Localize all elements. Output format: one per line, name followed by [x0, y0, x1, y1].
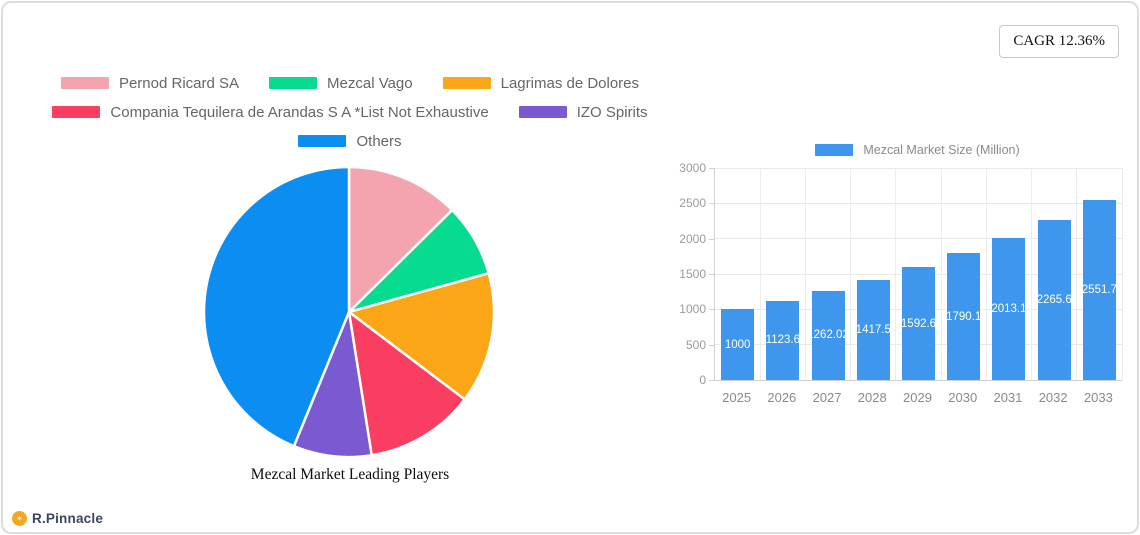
y-axis-tick-label: 2500 [679, 196, 706, 211]
pie-legend: Pernod Ricard SA Mezcal Vago Lagrimas de D… [0, 72, 700, 152]
gridline-vertical [985, 168, 987, 380]
x-axis-tick-label: 2028 [857, 390, 887, 405]
gridline-vertical [1031, 168, 1033, 380]
x-axis-tick-label: 2033 [1083, 390, 1113, 405]
legend-label: Others [356, 132, 402, 150]
gridline-horizontal [715, 202, 1122, 204]
bar-value-label: 1000 [724, 338, 751, 351]
bar-chart-y-axis-labels: 0 500 1000 1500 2000 2500 3000 [670, 161, 706, 387]
y-axis-tick-label: 1500 [679, 267, 706, 281]
bar-2025[interactable]: 1000 [721, 309, 755, 380]
bar-2029[interactable]: 1592.6 [900, 267, 937, 380]
y-axis-tick-mark [709, 309, 714, 311]
bar-legend-label: Mezcal Market Size (Million) [863, 143, 1020, 157]
x-axis-tick-label: 2031 [993, 390, 1023, 405]
gridline-horizontal [715, 167, 1122, 169]
gridline-vertical [1076, 168, 1078, 380]
legend-item-mezcal-vago[interactable]: Mezcal Vago [269, 75, 413, 92]
y-axis-tick-label: 2000 [679, 231, 706, 246]
bar-value-label: 2551.7 [1081, 283, 1117, 296]
x-axis-tick-label: 2029 [903, 390, 932, 405]
legend-row: Others [298, 130, 402, 152]
pie-slice-others[interactable] [202, 165, 351, 448]
bar-2028[interactable]: 1417.5 [855, 279, 891, 380]
y-axis-tick-mark [709, 344, 714, 346]
pie-chart [202, 165, 496, 459]
bar-value-label: 1262.02 [807, 329, 849, 342]
pie-chart-title: Mezcal Market Leading Players [250, 466, 450, 483]
legend-swatch [442, 77, 491, 89]
legend-label: IZO Spirits [576, 103, 648, 121]
bar-2030[interactable]: 1790.1 [946, 253, 982, 380]
gridline-horizontal [715, 238, 1122, 240]
x-axis-tick-label: 2032 [1038, 390, 1068, 405]
bar-chart-legend[interactable]: Mezcal Market Size (Million) [714, 142, 1121, 158]
legend-item-compania-tequilera-de-arandas-[interactable]: Compania Tequilera de Arandas S A *List … [52, 103, 489, 121]
cagr-badge: CAGR 12.36% [999, 25, 1119, 58]
legend-item-pernod-ricard-sa[interactable]: Pernod Ricard SA [60, 74, 240, 92]
bar-legend-swatch [815, 144, 854, 156]
bar-chart-x-axis-labels: 2025 2026 2027 2028 2029 2030 2031 2032 2033 [714, 390, 1121, 406]
bar-2032[interactable]: 2265.6 [1036, 219, 1072, 380]
y-axis-tick-label: 3000 [679, 161, 706, 175]
y-axis-tick-mark [709, 203, 714, 205]
legend-swatch [298, 135, 347, 147]
gridline-vertical [759, 168, 761, 380]
legend-item-izo-spirits[interactable]: IZO Spirits [518, 103, 648, 121]
brand-logo: ✶ R.Pinnacle [12, 511, 103, 526]
legend-item-others[interactable]: Others [298, 132, 402, 150]
legend-item-lagrimas-de-dolores[interactable]: Lagrimas de Dolores [442, 74, 640, 92]
bar-value-label: 1417.5 [855, 323, 891, 336]
gridline-vertical [940, 168, 942, 380]
bar-value-label: 1592.6 [900, 317, 937, 330]
pie-svg [202, 165, 496, 459]
y-axis-tick-mark [709, 238, 714, 240]
y-axis-tick-mark [709, 380, 714, 381]
legend-label: Pernod Ricard SA [118, 74, 240, 92]
bar-2031[interactable]: 2013.1 [991, 237, 1027, 380]
legend-label: Compania Tequilera de Arandas S A *List … [110, 103, 489, 121]
legend-label: Lagrimas de Dolores [500, 74, 640, 92]
x-axis-tick-label: 2027 [812, 390, 842, 405]
bar-value-label: 1790.1 [946, 310, 982, 323]
legend-swatch [60, 77, 109, 89]
y-axis-tick-label: 1000 [679, 302, 706, 317]
legend-swatch [52, 106, 101, 118]
pie-slice-lagrimas-de-dolores[interactable] [347, 272, 496, 401]
x-axis-tick-label: 2025 [722, 390, 752, 405]
y-axis-tick-label: 0 [699, 373, 706, 387]
x-axis-tick-label: 2026 [767, 390, 797, 405]
y-axis-tick-mark [709, 274, 714, 275]
legend-row: Compania Tequilera de Arandas S A *List … [52, 101, 648, 123]
bar-2027[interactable]: 1262.02 [807, 290, 849, 380]
bar-value-label: 2265.6 [1036, 293, 1072, 306]
bar-value-label: 1123.6 [765, 334, 800, 347]
y-axis-tick-mark [709, 168, 714, 169]
gridline-vertical [1121, 168, 1123, 380]
bar-chart-plot-area: 1000 1123.6 1262.02 1417.5 1592.6 1790.1 2013.… [714, 167, 1123, 381]
cagr-label: CAGR 12.36% [1013, 33, 1105, 49]
gridline-vertical [804, 168, 806, 380]
gridline-vertical [850, 168, 852, 380]
bar-value-label: 2013.1 [991, 302, 1027, 315]
gridline-vertical [895, 168, 897, 380]
pie-slice-compania-tequilera-de-arandas-[interactable] [347, 310, 466, 457]
legend-swatch [269, 77, 318, 89]
brand-logo-text: R.Pinnacle [32, 511, 104, 526]
legend-swatch [518, 106, 567, 118]
bar-chart: Mezcal Market Size (Million) 0 500 1000 150… [670, 142, 1140, 427]
pie-slice-pernod-ricard-sa[interactable] [347, 165, 454, 314]
y-axis-tick-label: 500 [685, 337, 706, 352]
legend-row: Pernod Ricard SA Mezcal Vago Lagrimas de D… [60, 72, 640, 94]
x-axis-tick-label: 2030 [948, 390, 978, 405]
bar-2033[interactable]: 2551.7 [1081, 199, 1117, 380]
bar-2026[interactable]: 1123.6 [765, 300, 800, 380]
legend-label: Mezcal Vago [327, 74, 413, 92]
brand-logo-icon: ✶ [12, 511, 27, 526]
